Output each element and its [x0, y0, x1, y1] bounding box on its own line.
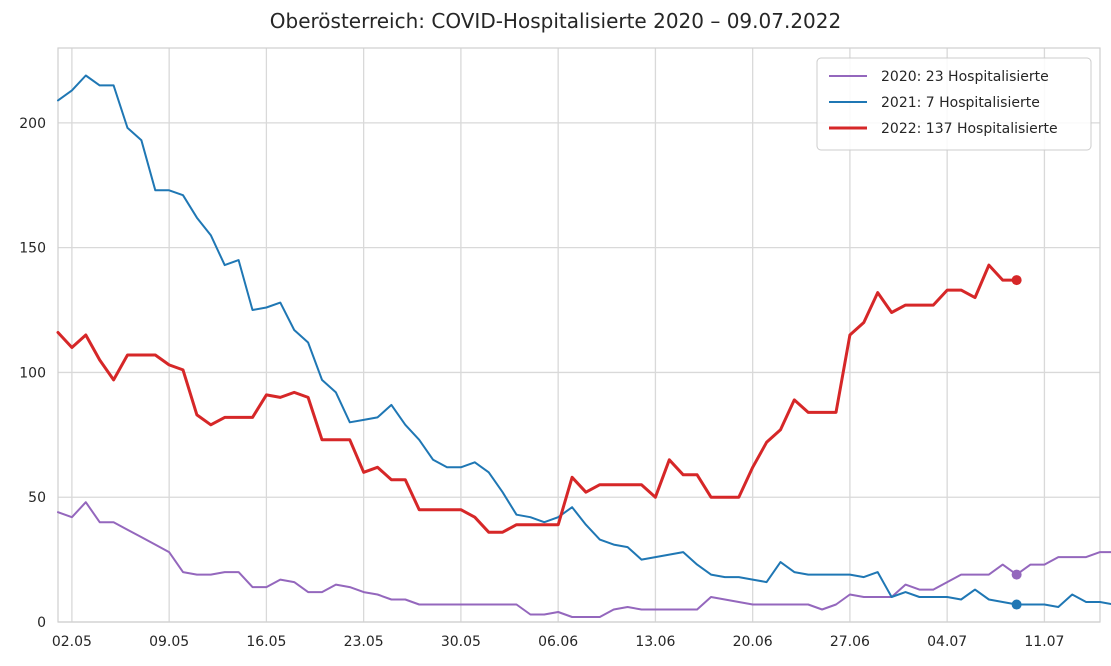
y-tick-label: 100 [19, 365, 46, 381]
y-tick-label: 50 [28, 490, 46, 506]
x-tick-label: 04.07 [927, 634, 967, 650]
legend-label-2: 2022: 137 Hospitalisierte [881, 121, 1058, 137]
x-tick-label: 23.05 [344, 634, 384, 650]
axis-layer: 0 50 100 150 200 02.05 09.05 16.05 23.05 30.05 06.… [19, 116, 1064, 650]
x-tick-label: 13.06 [635, 634, 675, 650]
x-tick-label: 02.05 [52, 634, 92, 650]
legend-label-1: 2021: 7 Hospitalisierte [881, 95, 1040, 111]
series-line-1 [57, 74, 1111, 608]
series-layer [56, 74, 1111, 618]
x-tick-label: 30.05 [441, 634, 481, 650]
series-end-marker-2 [1011, 275, 1022, 286]
legend-items: 2020: 23 Hospitalisierte 2021: 7 Hospital… [829, 69, 1058, 137]
legend-box [816, 57, 1092, 151]
legend-label-0: 2020: 23 Hospitalisierte [881, 69, 1049, 85]
series-2 [56, 263, 1022, 534]
x-tick-label: 09.05 [149, 634, 189, 650]
series-line-2 [56, 263, 1019, 534]
x-tick-label: 16.05 [246, 634, 286, 650]
grid-layer [58, 48, 1100, 623]
x-tick-label: 06.06 [538, 634, 578, 650]
y-tick-label: 200 [19, 116, 46, 132]
series-1 [57, 74, 1111, 610]
chart-title: Oberösterreich: COVID-Hospitalisierte 20… [269, 9, 842, 33]
x-tick-label: 27.06 [830, 634, 870, 650]
x-tick-label: 11.07 [1024, 634, 1064, 650]
legend: 2020: 23 Hospitalisierte 2021: 7 Hospital… [816, 57, 1092, 151]
x-tick-label: 20.06 [733, 634, 773, 650]
y-tick-label: 0 [37, 615, 46, 631]
series-end-marker-1 [1011, 599, 1022, 610]
series-end-marker-0 [1011, 569, 1022, 580]
series-line-0 [57, 501, 1111, 618]
plot-frame [57, 47, 1101, 623]
series-0 [57, 501, 1111, 618]
y-tick-label: 150 [19, 241, 46, 257]
